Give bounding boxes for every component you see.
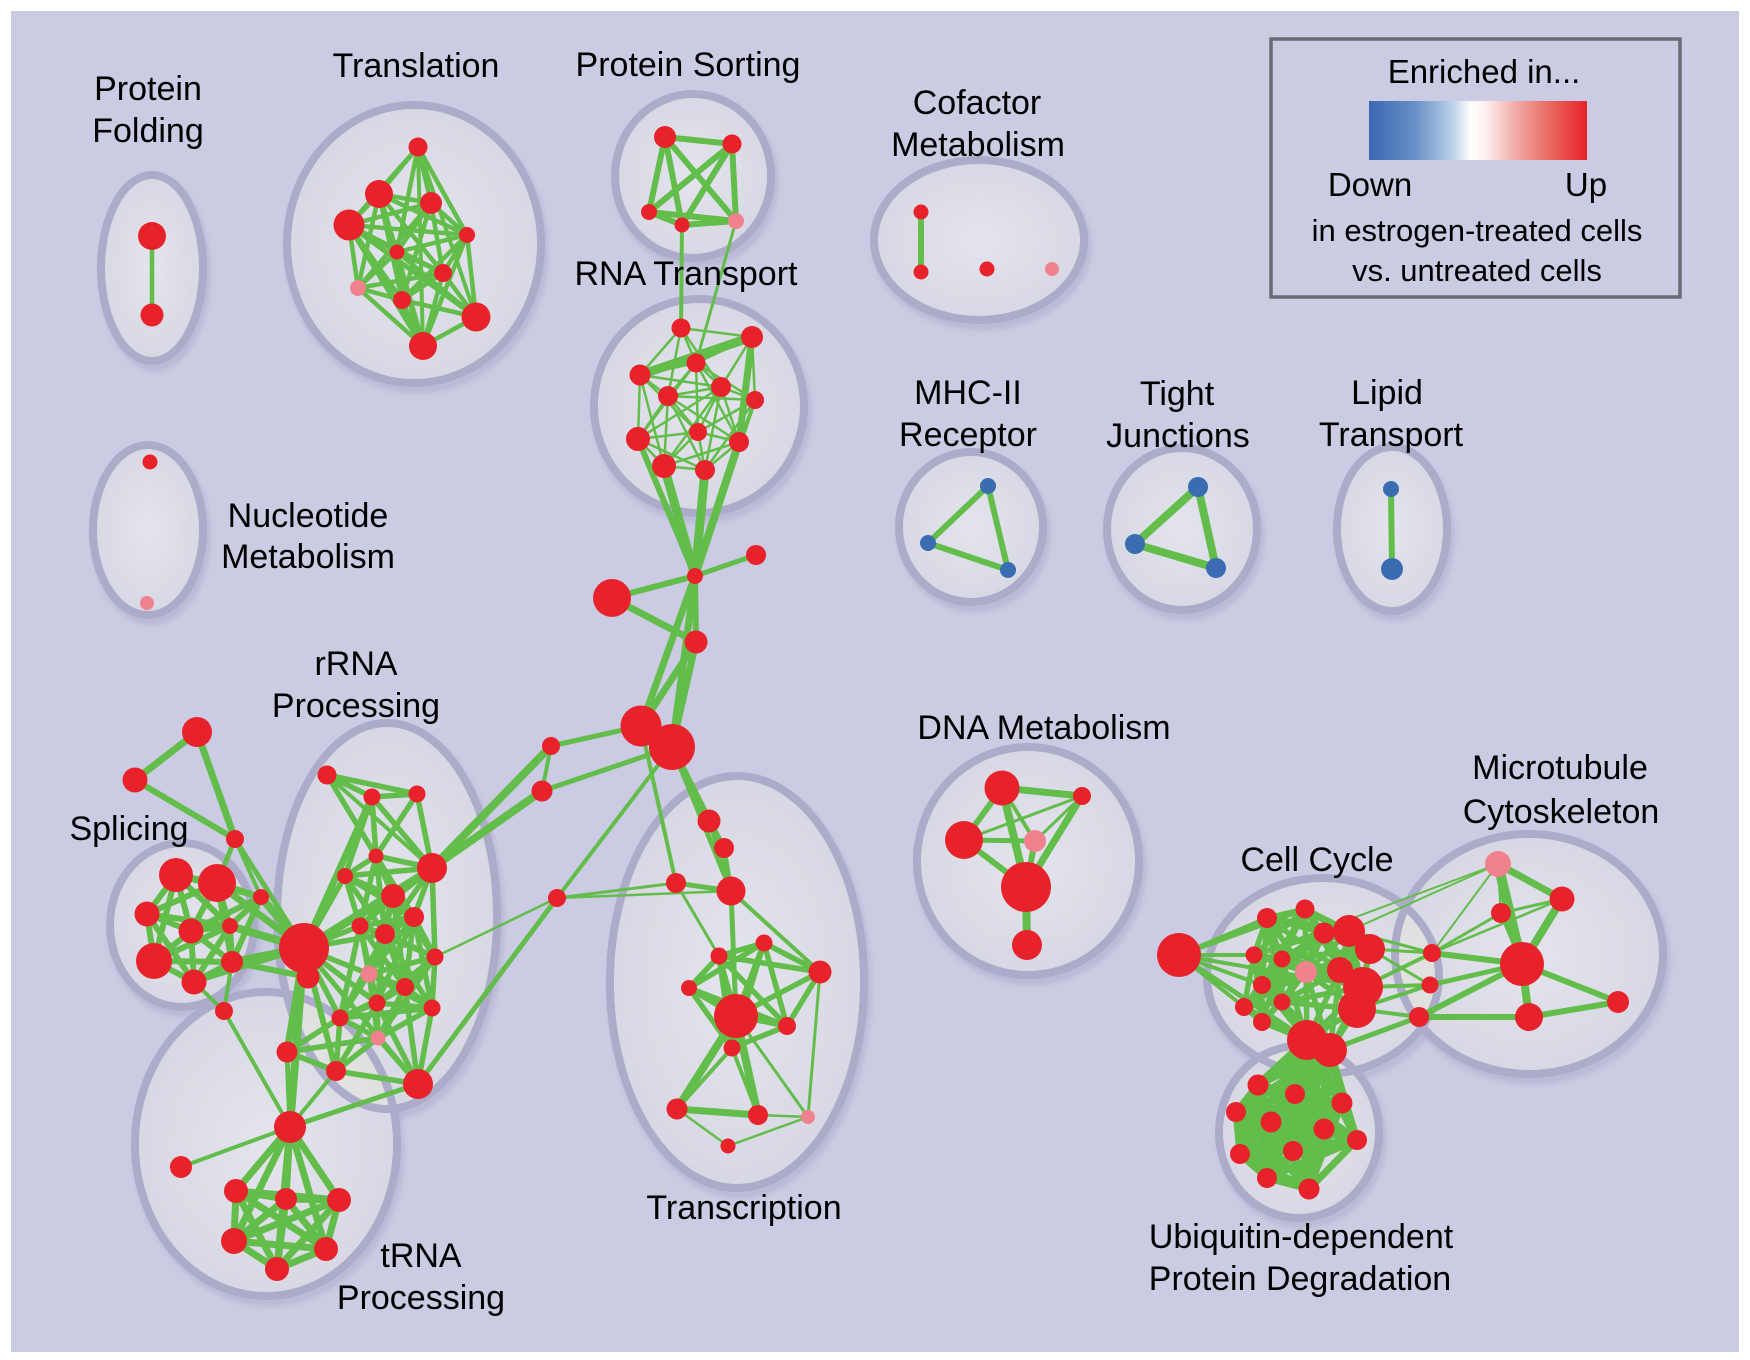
svg-text:Transport: Transport — [1319, 416, 1464, 454]
svg-text:in estrogen-treated cells: in estrogen-treated cells — [1312, 213, 1643, 248]
svg-text:Enriched in...: Enriched in... — [1388, 53, 1581, 90]
svg-text:Ubiquitin-dependent: Ubiquitin-dependent — [1149, 1218, 1454, 1256]
svg-text:Processing: Processing — [272, 687, 440, 725]
svg-text:Processing: Processing — [337, 1279, 505, 1317]
svg-text:Receptor: Receptor — [899, 416, 1037, 454]
svg-text:Cytoskeleton: Cytoskeleton — [1463, 793, 1660, 831]
svg-text:Translation: Translation — [333, 47, 500, 85]
svg-text:Cofactor: Cofactor — [913, 84, 1042, 122]
svg-text:Down: Down — [1328, 166, 1412, 203]
svg-text:Lipid: Lipid — [1351, 374, 1423, 412]
svg-text:Metabolism: Metabolism — [221, 538, 395, 576]
svg-text:Metabolism: Metabolism — [891, 126, 1065, 164]
svg-text:Cell Cycle: Cell Cycle — [1240, 841, 1393, 879]
svg-text:Tight: Tight — [1140, 375, 1215, 413]
svg-text:Transcription: Transcription — [646, 1189, 841, 1227]
svg-text:rRNA: rRNA — [314, 645, 397, 683]
svg-text:vs. untreated cells: vs. untreated cells — [1352, 253, 1602, 288]
svg-text:Folding: Folding — [92, 112, 204, 150]
svg-text:Protein Sorting: Protein Sorting — [576, 46, 801, 84]
svg-text:Protein Degradation: Protein Degradation — [1149, 1260, 1451, 1298]
svg-text:Up: Up — [1565, 166, 1607, 203]
svg-text:Junctions: Junctions — [1106, 417, 1250, 455]
svg-text:tRNA: tRNA — [380, 1237, 462, 1275]
svg-text:DNA Metabolism: DNA Metabolism — [917, 709, 1170, 747]
svg-text:Splicing: Splicing — [69, 810, 188, 848]
svg-text:Microtubule: Microtubule — [1472, 749, 1648, 787]
svg-text:RNA Transport: RNA Transport — [575, 255, 799, 293]
svg-text:Protein: Protein — [94, 70, 202, 108]
svg-text:Nucleotide: Nucleotide — [228, 497, 389, 535]
svg-text:MHC-II: MHC-II — [914, 374, 1022, 412]
